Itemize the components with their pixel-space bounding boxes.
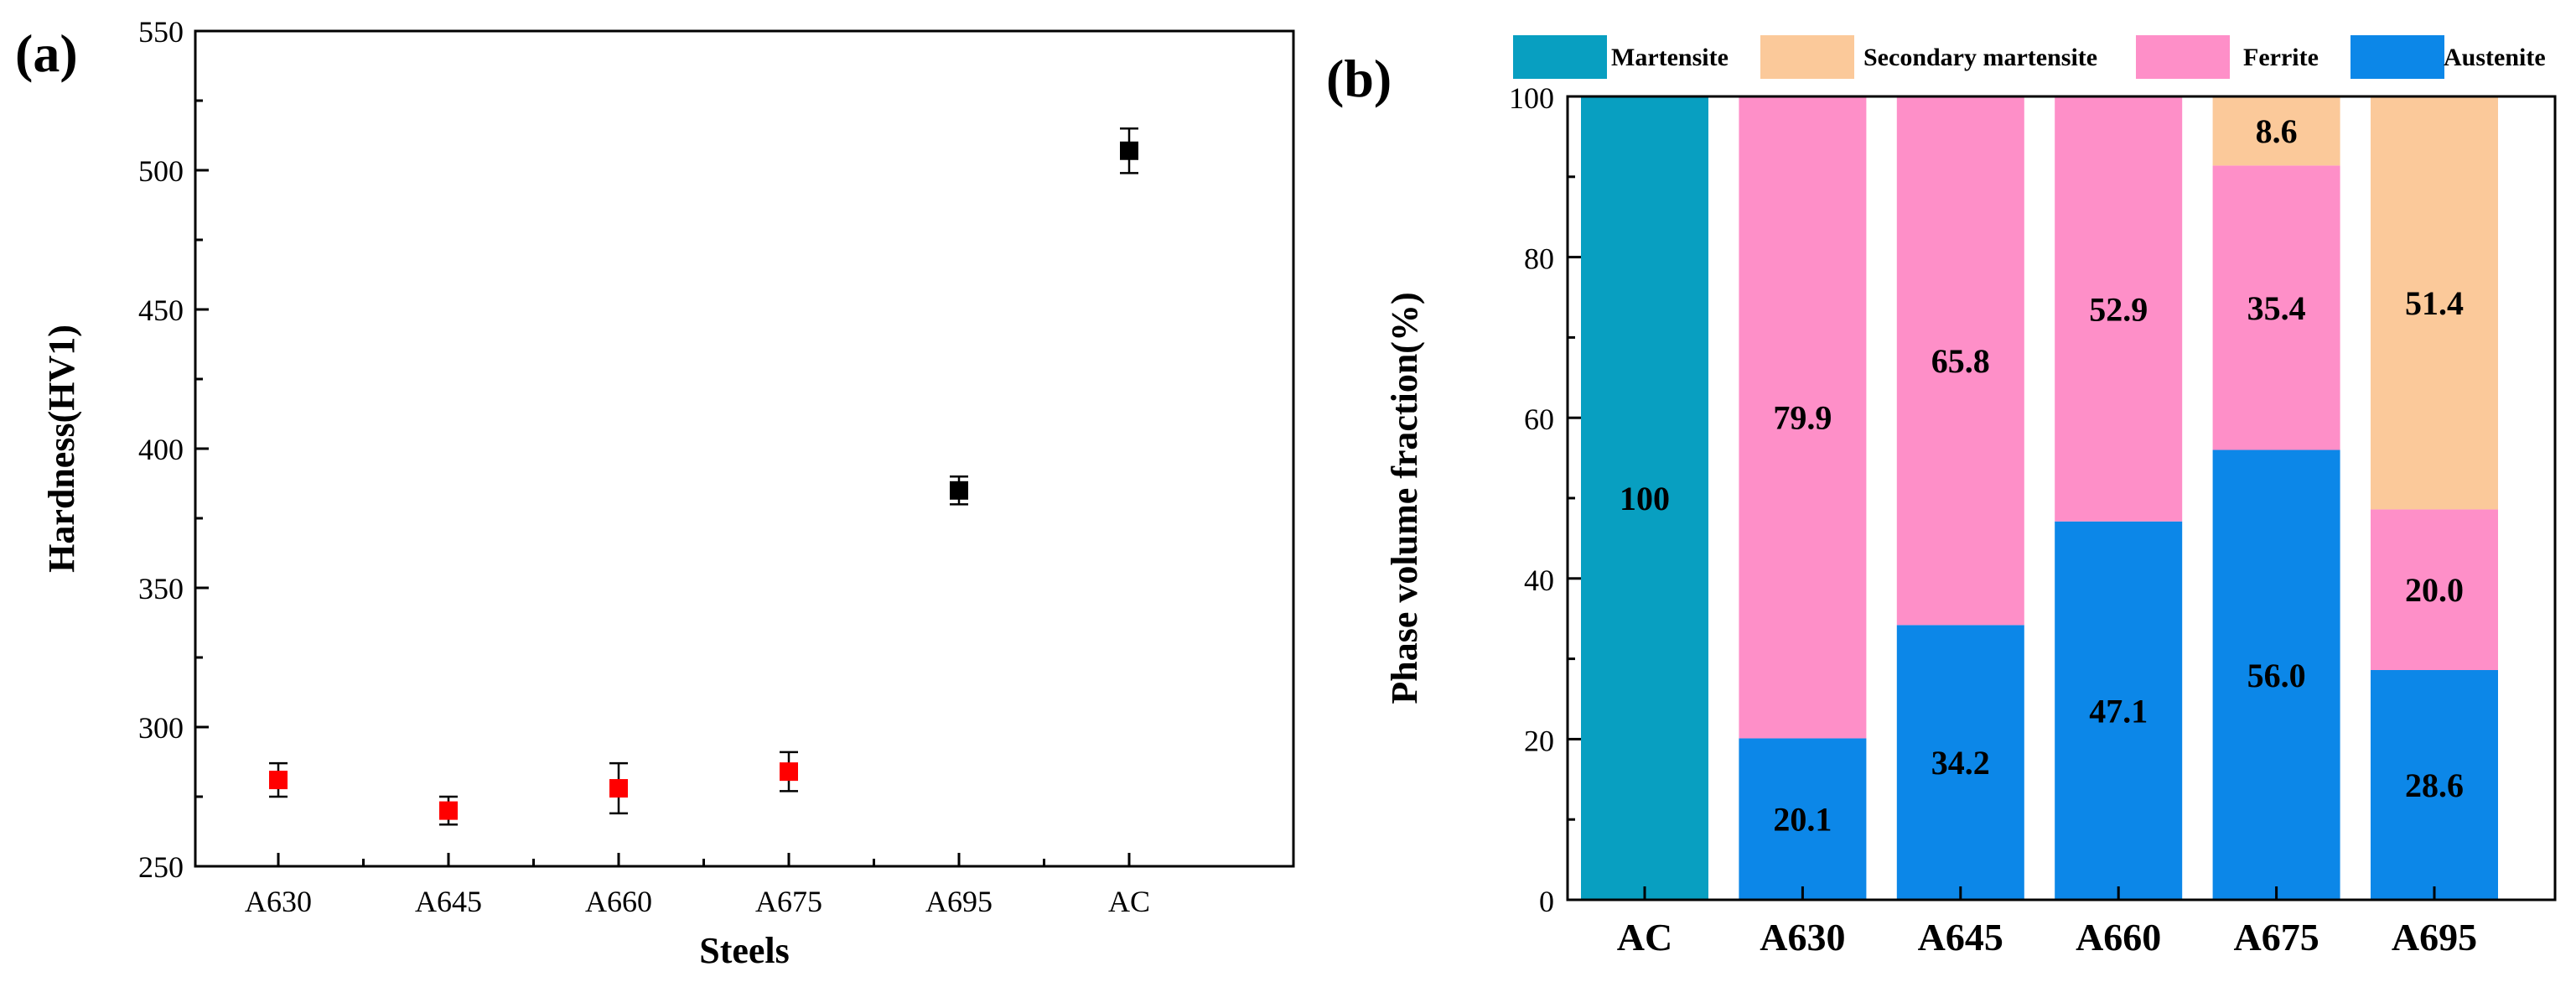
x-tick-label-b: A630 — [1760, 916, 1845, 959]
y-tick-label-b: 20 — [1524, 724, 1554, 757]
data-label: 20.1 — [1773, 801, 1832, 839]
y-tick-label-b: 100 — [1509, 81, 1554, 115]
bar-ac-martensite — [1581, 96, 1708, 900]
x-tick-label-a: AC — [1108, 885, 1150, 918]
data-label: 8.6 — [2256, 112, 2298, 150]
y-tick-label-a: 350 — [138, 572, 184, 605]
y-tick-label-a: 400 — [138, 433, 184, 466]
hardness-chart: (a) 250 300 350 400 450 500 550 A630 A645 A660 A675… — [15, 15, 1295, 971]
bar-a645-ferrite — [1896, 96, 2024, 626]
bar-a630-austenite — [1739, 738, 1867, 900]
data-point-a645 — [439, 801, 458, 820]
bar-a660-austenite — [2055, 521, 2183, 900]
y-tick-label-a: 500 — [138, 154, 184, 188]
bar-a675-austenite — [2212, 449, 2340, 900]
data-label: 35.4 — [2247, 289, 2306, 327]
legend-label-austenite: Austenite — [2444, 44, 2546, 71]
legend-swatch-austenite — [2351, 35, 2444, 79]
y-tick-label-a: 250 — [138, 850, 184, 884]
legend-label-secondary-martensite: Secondary martensite — [1863, 44, 2097, 71]
y-tick-label-a: 550 — [138, 15, 184, 49]
legend-swatch-martensite — [1513, 35, 1607, 79]
data-point-a630 — [269, 771, 288, 790]
x-tick-label-b: AC — [1617, 916, 1672, 959]
legend-swatch-secondary-martensite — [1760, 35, 1854, 79]
bar-a695-ferrite — [2371, 509, 2498, 671]
y-tick-label-b: 60 — [1524, 403, 1554, 436]
data-point-a695 — [950, 481, 968, 500]
x-tick-label-b: A675 — [2233, 916, 2319, 959]
data-label: 65.8 — [1931, 342, 1990, 380]
bar-a695-secondary-martensite — [2371, 96, 2498, 510]
data-label: 79.9 — [1773, 399, 1832, 437]
data-label: 51.4 — [2405, 284, 2464, 322]
y-tick-label-a: 450 — [138, 294, 184, 327]
bar-a675-ferrite — [2212, 165, 2340, 450]
y-axis-title-b: Phase volume fraction(%) — [1384, 292, 1425, 704]
bar-a630-ferrite — [1739, 96, 1867, 739]
bar-a645-austenite — [1896, 625, 2024, 900]
legend-label-martensite: Martensite — [1611, 44, 1729, 71]
legend-label-ferrite: Ferrite — [2243, 44, 2319, 71]
bar-a695-austenite — [2371, 670, 2498, 900]
x-tick-label-b: A660 — [2076, 916, 2161, 959]
x-tick-label-a: A695 — [925, 885, 993, 918]
x-tick-label-a: A675 — [755, 885, 822, 918]
data-label: 47.1 — [2089, 692, 2148, 730]
data-point-ac — [1120, 141, 1138, 160]
legend-swatch-ferrite — [2136, 35, 2230, 79]
x-tick-label-a: A630 — [245, 885, 312, 918]
x-axis-title-a: Steels — [699, 930, 790, 971]
bar-a675-secondary-martensite — [2212, 96, 2340, 166]
y-tick-label-b: 0 — [1539, 885, 1554, 918]
data-point-a660 — [609, 779, 628, 798]
data-point-a675 — [780, 762, 798, 782]
x-tick-label-b: A645 — [1918, 916, 2003, 959]
panel-label-a: (a) — [15, 23, 78, 83]
data-label: 28.6 — [2405, 766, 2464, 804]
data-label: 34.2 — [1931, 744, 1990, 782]
x-tick-label-a: A645 — [415, 885, 482, 918]
data-label: 56.0 — [2247, 657, 2306, 694]
data-label: 20.0 — [2405, 571, 2464, 609]
y-tick-label-b: 80 — [1524, 242, 1554, 276]
bar-a660-ferrite — [2055, 96, 2183, 522]
y-axis-title-a: Hardness(HV1) — [41, 325, 82, 573]
panel-label-b: (b) — [1326, 49, 1392, 108]
x-tick-label-b: A695 — [2392, 916, 2477, 959]
y-tick-label-b: 40 — [1524, 564, 1554, 597]
data-label: 52.9 — [2089, 290, 2148, 328]
phase-fraction-chart: (b) 100 20.1 79.9 34.2 65.8 47.1 52.9 56.0 35.4 8.… — [1326, 35, 2557, 959]
data-label: 100 — [1620, 480, 1670, 517]
x-tick-label-a: A660 — [585, 885, 652, 918]
y-tick-label-a: 300 — [138, 711, 184, 745]
